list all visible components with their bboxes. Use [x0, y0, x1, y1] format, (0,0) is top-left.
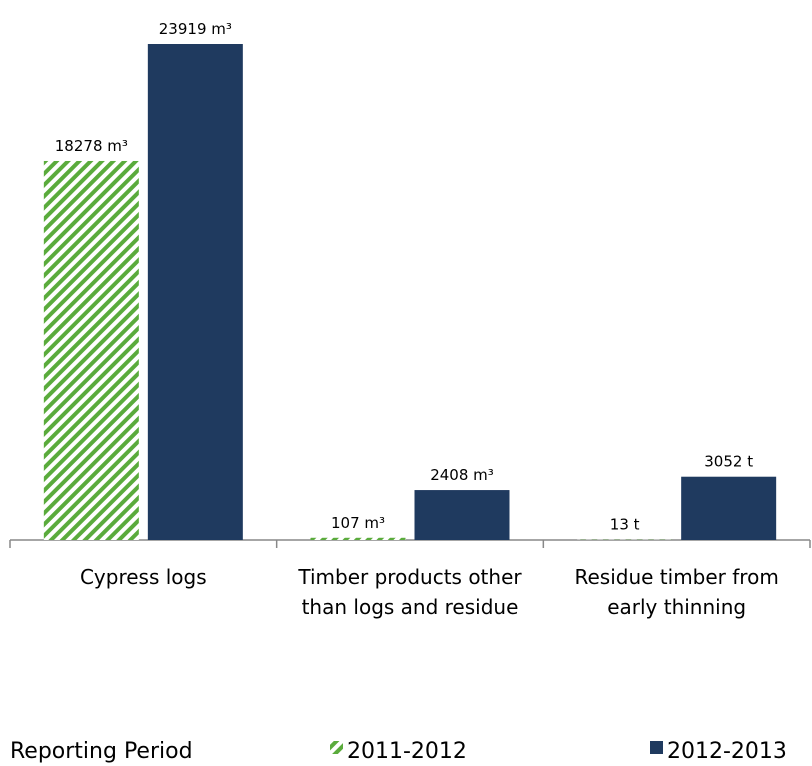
legend-title: Reporting Period [10, 739, 193, 764]
bar [147, 44, 243, 540]
value-label: 23919 m³ [159, 20, 232, 38]
x-tick-label: Cypress logs [79, 565, 207, 589]
x-tick-label: Residue timber from early thinning [574, 565, 779, 619]
x-tick-label: Timber products other than logs and resi… [298, 565, 522, 619]
value-label: 3052 t [704, 453, 753, 471]
value-label: 2408 m³ [430, 466, 494, 484]
bar [414, 490, 510, 540]
value-label: 18278 m³ [55, 137, 128, 155]
legend-swatch [650, 741, 663, 754]
bar [43, 160, 139, 540]
legend-label: 2012-2013 [667, 739, 787, 764]
bar [310, 537, 406, 540]
value-label: 107 m³ [331, 514, 385, 532]
legend-swatch [330, 741, 343, 754]
bar [681, 476, 777, 540]
legend-label: 2011-2012 [347, 739, 467, 764]
value-label: 13 t [610, 516, 640, 534]
